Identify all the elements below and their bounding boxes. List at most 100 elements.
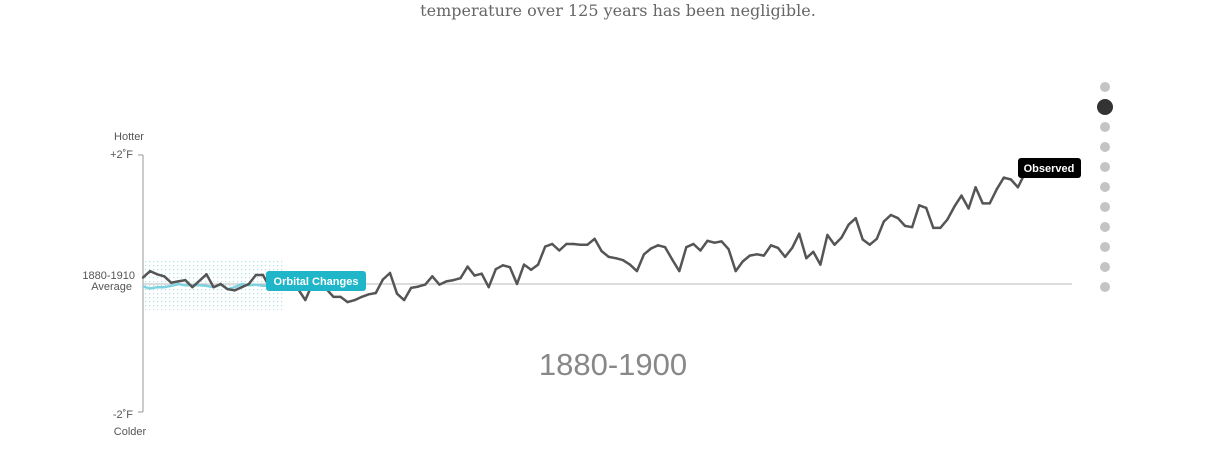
observed-point	[515, 282, 519, 286]
observed-point	[346, 300, 349, 304]
nav-dot-1[interactable]	[1100, 82, 1110, 92]
observed-point	[861, 238, 864, 241]
observed-point	[494, 268, 497, 271]
observed-point	[663, 246, 667, 249]
y-axis-hotter-label: Hotter	[114, 131, 144, 143]
observed-point	[424, 283, 427, 286]
observed-point	[261, 273, 265, 277]
observed-point	[184, 278, 187, 282]
observed-point	[529, 268, 533, 271]
observed-point	[889, 213, 893, 217]
y-axis-max-tick-label: +2˚F	[110, 149, 133, 161]
observed-point	[755, 253, 759, 256]
orbital-changes-tag: Orbital Changes	[266, 271, 366, 291]
observed-point	[762, 254, 766, 257]
nav-dot-10[interactable]	[1100, 262, 1110, 272]
observed-point	[374, 291, 377, 295]
observed-point	[536, 263, 540, 266]
observed-point	[678, 269, 681, 273]
observed-point	[896, 217, 900, 220]
observed-point	[226, 288, 229, 291]
observed-point	[671, 258, 674, 261]
observed-point	[459, 277, 462, 280]
observed-point	[304, 298, 307, 302]
observed-point	[219, 282, 222, 286]
observed-point	[353, 298, 356, 302]
observed-point	[417, 285, 420, 288]
observed-point	[558, 249, 561, 252]
observed-point	[579, 243, 582, 246]
observed-point	[254, 273, 258, 277]
nav-dot-8[interactable]	[1100, 222, 1110, 232]
observed-point	[882, 220, 886, 223]
observed-point	[847, 223, 850, 226]
nav-dot-11[interactable]	[1100, 282, 1110, 292]
observed-point	[1002, 176, 1005, 179]
observed-point	[981, 202, 984, 205]
observed-point	[395, 292, 399, 295]
observed-point	[812, 250, 815, 253]
observed-point	[240, 286, 243, 289]
observed-point	[798, 232, 801, 235]
nav-dot-9[interactable]	[1100, 242, 1110, 252]
step-navigation	[1097, 82, 1113, 292]
observed-point	[177, 280, 180, 283]
observed-point	[656, 244, 660, 247]
observed-point	[967, 207, 970, 210]
observed-point	[247, 282, 250, 286]
intro-text: temperature over 125 years has been negl…	[420, 1, 816, 20]
observed-point	[713, 241, 716, 244]
observed-point	[628, 263, 632, 266]
nav-dot-7[interactable]	[1100, 202, 1110, 212]
nav-dot-4[interactable]	[1100, 142, 1110, 152]
observed-point	[988, 202, 991, 205]
observed-point	[953, 205, 956, 208]
observed-point	[487, 286, 490, 289]
orbital-changes-tag-label: Orbital Changes	[274, 276, 359, 288]
nav-dot-6[interactable]	[1100, 182, 1110, 192]
observed-point	[381, 278, 385, 281]
observed-point	[649, 247, 653, 250]
observed-point	[452, 278, 455, 282]
observed-point	[769, 244, 773, 247]
nav-dot-2[interactable]	[1097, 99, 1113, 115]
observed-point	[593, 237, 596, 240]
observed-point	[1009, 178, 1013, 181]
observed-point	[141, 276, 145, 279]
observed-tag-label: Observed	[1024, 163, 1075, 175]
observed-tag: Observed	[1018, 158, 1081, 178]
observed-point	[438, 283, 441, 286]
observed-point	[635, 269, 639, 273]
y-axis-colder-label: Colder	[114, 426, 147, 438]
observed-point	[565, 242, 568, 246]
observed-point	[473, 274, 476, 277]
observed-point	[960, 194, 963, 197]
nav-dot-3[interactable]	[1100, 122, 1110, 132]
observed-point	[776, 246, 780, 250]
observed-point	[367, 293, 370, 296]
observed-point	[466, 265, 469, 268]
observed-point	[783, 255, 787, 259]
nav-dot-5[interactable]	[1100, 162, 1110, 172]
observed-point	[734, 269, 737, 273]
observed-point	[163, 275, 166, 278]
observed-point	[932, 226, 935, 230]
period-label: 1880-1900	[539, 347, 687, 382]
observed-point	[501, 264, 505, 267]
observed-point	[974, 186, 977, 189]
observed-point	[946, 218, 949, 221]
observed-point	[388, 271, 392, 275]
observed-point	[826, 233, 829, 237]
y-axis-min-tick-label: -2˚F	[113, 409, 133, 421]
observed-point	[198, 279, 201, 282]
observed-point	[614, 257, 617, 260]
observed-point	[551, 242, 554, 246]
observed-point	[939, 226, 942, 230]
observed-point	[572, 242, 575, 246]
observed-point	[685, 246, 688, 249]
observed-point	[339, 295, 342, 299]
observed-point	[748, 254, 751, 257]
observed-point	[727, 248, 730, 251]
observed-point	[233, 289, 236, 292]
